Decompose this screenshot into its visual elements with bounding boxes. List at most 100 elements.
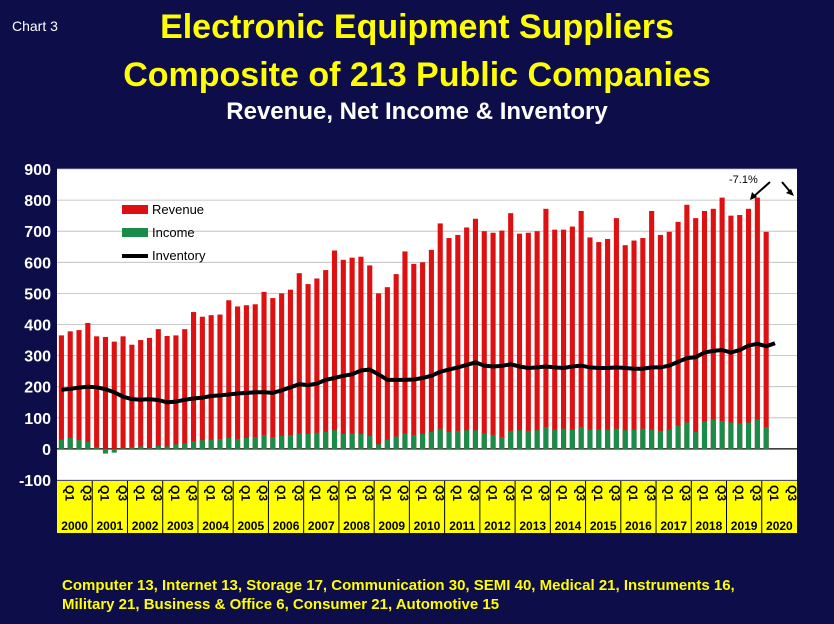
year-label: 2013 (519, 519, 546, 533)
revenue-bar (226, 300, 232, 449)
revenue-bar (481, 231, 487, 449)
year-label: 2018 (696, 519, 723, 533)
x-tick-label: Q3 (115, 485, 129, 501)
income-bar (587, 429, 593, 449)
income-bar (111, 448, 117, 453)
legend: Revenue Income Inventory (122, 202, 206, 263)
income-bar (129, 447, 135, 449)
x-tick-label: Q3 (256, 485, 270, 501)
year-label: 2011 (449, 519, 475, 533)
income-bar (138, 446, 144, 449)
chart-title-line1: Electronic Equipment Suppliers (160, 8, 674, 46)
income-bar (349, 433, 355, 449)
income-bar (226, 438, 232, 449)
income-bar (499, 437, 505, 449)
income-bar (649, 429, 655, 449)
income-bar (754, 419, 760, 449)
revenue-bar (305, 284, 311, 449)
income-bar (393, 436, 399, 449)
revenue-bar (367, 265, 373, 449)
x-tick-label: Q1 (450, 485, 464, 501)
income-bar (693, 431, 699, 449)
year-label: 2007 (308, 519, 335, 533)
income-bar (164, 446, 170, 449)
income-bar (728, 422, 734, 449)
revenue-bar (296, 273, 302, 449)
legend-label-revenue: Revenue (152, 202, 204, 217)
income-bar (472, 430, 479, 449)
x-tick-label: Q3 (468, 485, 482, 501)
x-tick-label: Q1 (697, 485, 711, 501)
revenue-bar (763, 231, 769, 449)
income-bar (208, 439, 214, 449)
revenue-bar (164, 336, 170, 449)
revenue-bar (94, 336, 100, 449)
annotation-label: -7.1% (729, 174, 758, 186)
income-bar (120, 448, 126, 449)
year-label: 2009 (378, 519, 405, 533)
x-tick-label: Q1 (344, 485, 358, 501)
revenue-bar (111, 341, 117, 449)
x-tick-label: Q3 (503, 485, 517, 501)
revenue-bar (58, 335, 64, 449)
income-bar (243, 438, 249, 449)
x-tick-label: Q1 (521, 485, 535, 501)
year-label: 2005 (237, 519, 264, 533)
income-bar (437, 428, 443, 449)
x-tick-label: Q3 (397, 485, 411, 501)
revenue-bar (737, 215, 743, 449)
revenue-bar (587, 237, 593, 449)
x-tick-label: Q1 (380, 485, 394, 501)
x-tick-label: Q3 (186, 485, 200, 501)
revenue-bar (569, 226, 575, 449)
x-tick-label: Q3 (573, 485, 587, 501)
year-label: 2002 (132, 519, 159, 533)
y-tick-label: -100 (19, 473, 51, 490)
revenue-bar (613, 218, 619, 449)
y-tick-label: 300 (24, 349, 51, 366)
chart-subtitle: Revenue, Net Income & Inventory (226, 98, 608, 125)
year-label: 2014 (555, 519, 582, 533)
income-bar (296, 433, 302, 449)
income-bar (657, 430, 664, 449)
x-tick-label: Q1 (203, 485, 217, 501)
income-bar (516, 430, 523, 449)
revenue-bar (596, 242, 602, 449)
revenue-bar (146, 337, 153, 449)
year-label: 2012 (484, 519, 511, 533)
revenue-bar (173, 335, 179, 449)
income-bar (155, 445, 161, 449)
revenue-bar (402, 251, 408, 449)
revenue-bar (560, 229, 567, 449)
income-bar (287, 434, 294, 449)
revenue-bar (543, 208, 549, 449)
revenue-bar (243, 305, 249, 449)
income-bar (384, 439, 390, 449)
y-tick-label: 700 (24, 224, 51, 241)
income-bar (182, 443, 188, 449)
income-bar (578, 427, 584, 449)
legend-swatch-revenue (122, 205, 148, 214)
income-bar (666, 429, 672, 449)
x-tick-label: Q1 (485, 485, 499, 501)
revenue-bar (754, 197, 760, 449)
x-tick-label: Q1 (415, 485, 429, 501)
year-label: 2017 (660, 519, 687, 533)
income-bar (640, 428, 646, 449)
revenue-bar (508, 213, 514, 449)
revenue-bar (701, 210, 708, 449)
revenue-bar (666, 231, 672, 449)
revenue-bar (472, 218, 479, 449)
income-bar (102, 448, 109, 454)
y-tick-label: 200 (24, 380, 51, 397)
revenue-bar (605, 238, 611, 449)
income-bar (314, 432, 320, 449)
x-tick-label: Q3 (538, 485, 552, 501)
annotation-arrowhead-right (786, 189, 794, 196)
revenue-bar (490, 232, 496, 449)
year-label: 2001 (97, 519, 124, 533)
revenue-bar (120, 336, 126, 449)
revenue-bar (578, 210, 584, 449)
year-label: 2006 (273, 519, 300, 533)
